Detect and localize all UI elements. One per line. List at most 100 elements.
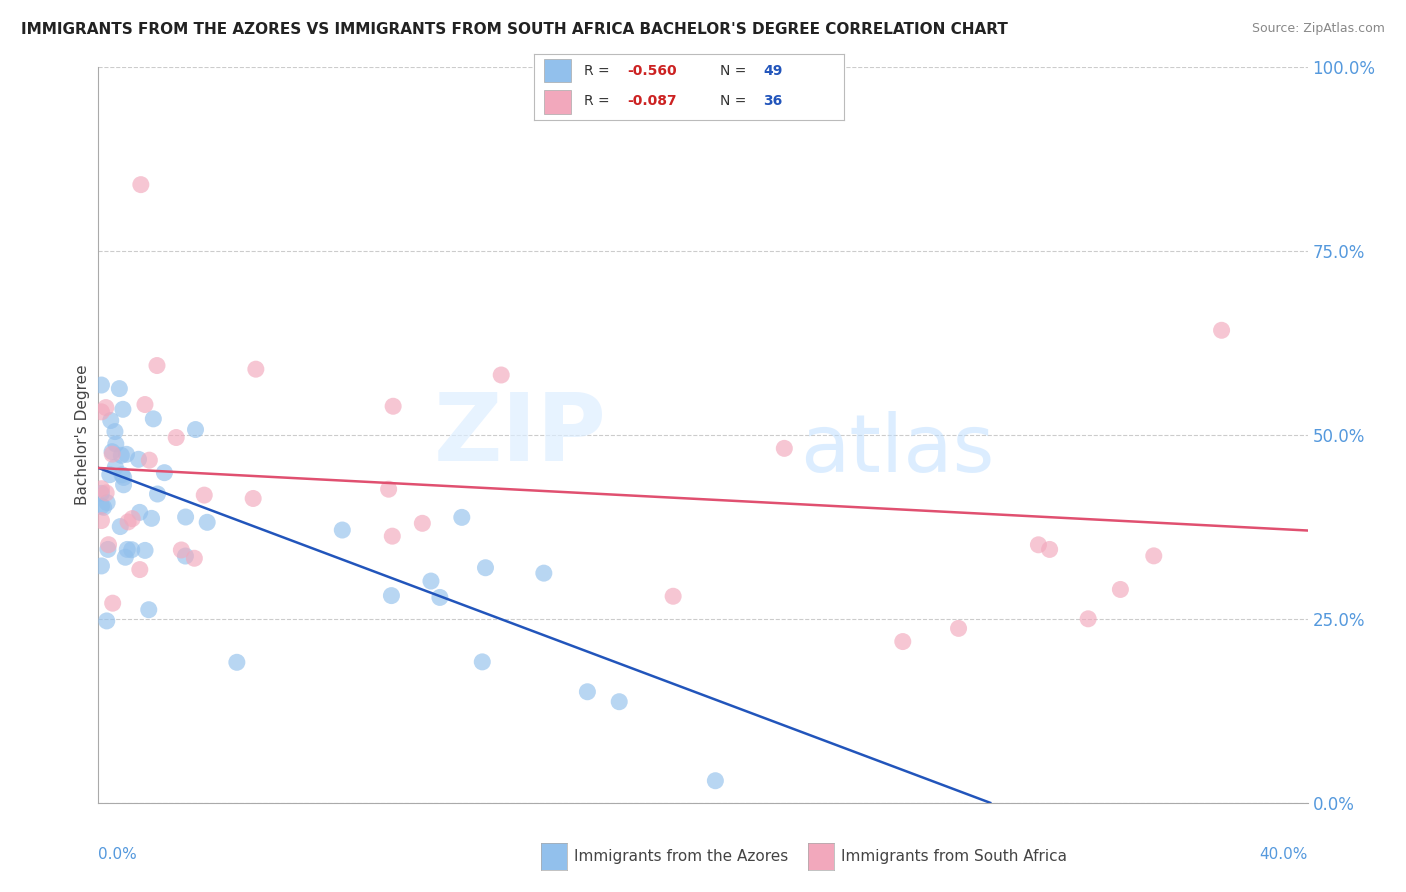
FancyBboxPatch shape <box>544 90 571 114</box>
Point <box>104 437 127 451</box>
Text: IMMIGRANTS FROM THE AZORES VS IMMIGRANTS FROM SOUTH AFRICA BACHELOR'S DEGREE COR: IMMIGRANTS FROM THE AZORES VS IMMIGRANTS… <box>21 22 1008 37</box>
Point <box>225 655 247 669</box>
FancyBboxPatch shape <box>544 59 571 82</box>
Point <box>891 634 914 648</box>
Point <box>576 685 599 699</box>
Point <box>242 491 264 506</box>
Point <box>90 378 112 392</box>
Point <box>1143 549 1166 563</box>
Text: atlas: atlas <box>800 410 994 489</box>
Point <box>121 511 143 525</box>
Point <box>948 621 970 635</box>
Point <box>101 596 124 610</box>
Point <box>662 589 685 603</box>
Text: 49: 49 <box>763 63 783 78</box>
Text: Immigrants from South Africa: Immigrants from South Africa <box>841 849 1067 863</box>
Point <box>129 178 152 192</box>
Point <box>184 423 207 437</box>
Point <box>170 543 193 558</box>
Point <box>104 460 127 475</box>
Text: R =: R = <box>583 63 614 78</box>
Y-axis label: Bachelor's Degree: Bachelor's Degree <box>75 365 90 505</box>
Point <box>101 444 124 458</box>
Point <box>111 402 134 417</box>
Point <box>1109 582 1132 597</box>
Point <box>101 447 124 461</box>
Point <box>411 516 433 531</box>
Point <box>773 442 796 456</box>
Text: R =: R = <box>583 95 614 108</box>
Point <box>474 560 496 574</box>
Text: -0.560: -0.560 <box>627 63 676 78</box>
Point <box>110 519 132 533</box>
Point <box>1211 323 1233 337</box>
Point <box>97 542 120 557</box>
Point <box>1028 538 1050 552</box>
Point <box>128 452 150 467</box>
Point <box>108 382 131 396</box>
Point <box>90 405 112 419</box>
Point <box>90 558 112 573</box>
Point <box>98 467 121 482</box>
Point <box>146 359 169 373</box>
Point <box>1039 542 1062 557</box>
Point <box>94 401 117 415</box>
Point <box>450 510 472 524</box>
Point <box>141 511 163 525</box>
Text: Immigrants from the Azores: Immigrants from the Azores <box>574 849 787 863</box>
Point <box>193 488 215 502</box>
Point <box>96 496 118 510</box>
Point <box>110 448 132 462</box>
Point <box>146 487 169 501</box>
Point <box>377 482 399 496</box>
Point <box>90 514 112 528</box>
Point <box>1077 612 1099 626</box>
Text: 36: 36 <box>763 95 782 108</box>
Point <box>134 398 156 412</box>
Point <box>104 425 127 439</box>
Point <box>128 563 150 577</box>
Point <box>90 482 112 496</box>
Text: 40.0%: 40.0% <box>1260 847 1308 862</box>
Point <box>115 447 138 461</box>
Text: 0.0%: 0.0% <box>98 847 138 862</box>
Point <box>121 542 143 557</box>
Point <box>471 655 494 669</box>
Text: ZIP: ZIP <box>433 389 606 481</box>
Point <box>245 362 267 376</box>
Point <box>382 399 405 413</box>
Point <box>174 549 197 563</box>
Point <box>111 467 134 482</box>
Point <box>112 470 135 484</box>
Point <box>330 523 353 537</box>
Point <box>174 510 197 524</box>
Point <box>100 413 122 427</box>
Text: Source: ZipAtlas.com: Source: ZipAtlas.com <box>1251 22 1385 36</box>
Point <box>183 551 205 566</box>
Point <box>112 477 135 491</box>
Point <box>94 486 117 500</box>
Point <box>90 499 112 513</box>
Point <box>97 538 120 552</box>
Point <box>93 500 115 515</box>
Point <box>704 773 727 788</box>
Point <box>134 543 156 558</box>
Point <box>195 516 218 530</box>
Point <box>138 603 160 617</box>
Point <box>96 614 118 628</box>
Point <box>380 589 402 603</box>
Text: N =: N = <box>720 63 751 78</box>
Point <box>533 566 555 581</box>
Point <box>381 529 404 543</box>
Point <box>117 515 139 529</box>
Point <box>138 453 160 467</box>
Text: -0.087: -0.087 <box>627 95 676 108</box>
Point <box>165 430 187 444</box>
Point <box>117 542 139 557</box>
Point <box>607 695 630 709</box>
Point <box>420 574 443 588</box>
Point <box>142 412 165 426</box>
Point <box>114 550 136 565</box>
Point <box>153 466 176 480</box>
Point <box>90 486 112 500</box>
